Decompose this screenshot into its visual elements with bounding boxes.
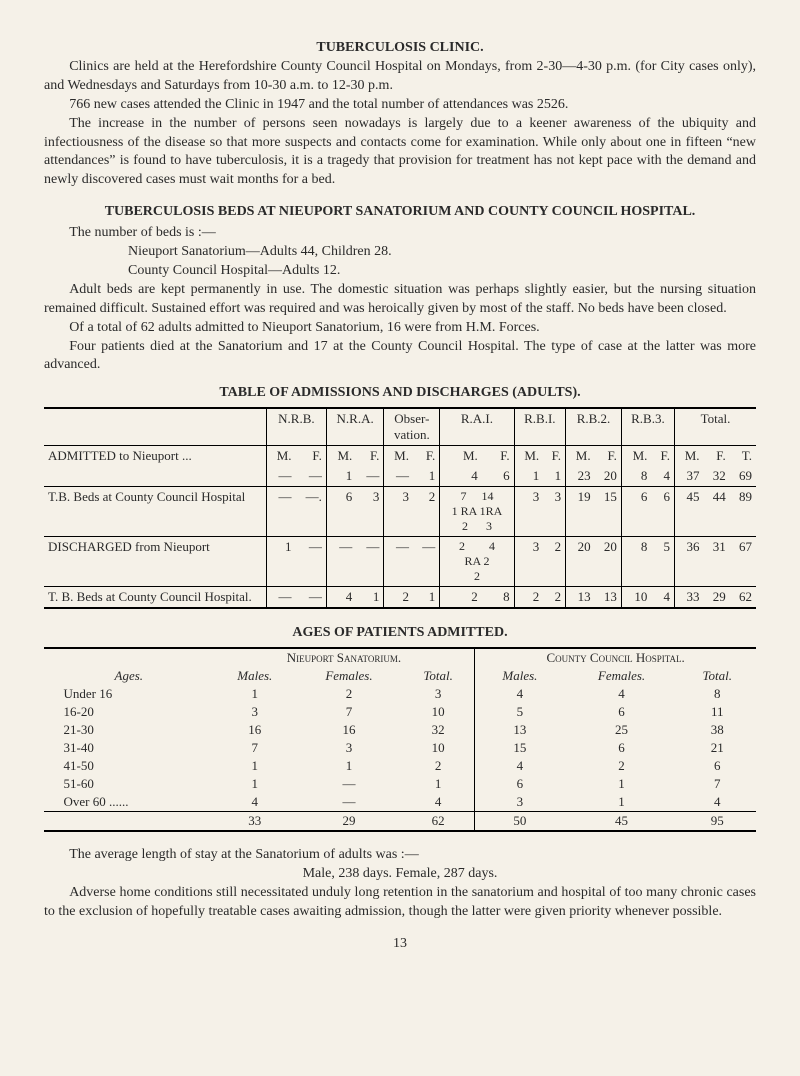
section-title-beds: TUBERCULOSIS BEDS AT NIEUPORT SANATORIUM…	[44, 204, 756, 220]
section-title-clinic: TUBERCULOSIS CLINIC.	[44, 40, 756, 56]
bed-line-2: County Council Hospital—Adults 12.	[128, 262, 756, 281]
col-nra: N.R.A.	[326, 408, 384, 446]
ages-row: 16-20 3 7 10 5 6 11	[44, 703, 756, 721]
col-rbi: R.B.I.	[514, 408, 565, 446]
col-rb3: R.B.3.	[621, 408, 674, 446]
para-beds-3: Of a total of 62 adults admitted to Nieu…	[44, 319, 756, 338]
page-number: 13	[44, 936, 756, 952]
footer-p3: Adverse home conditions still necessitat…	[44, 884, 756, 922]
para-clinic-3: The increase in the number of persons se…	[44, 115, 756, 191]
col-obs: Obser-vation.	[384, 408, 440, 446]
ages-row: 21-30 16 16 32 13 25 38	[44, 721, 756, 739]
col-rb2: R.B.2.	[566, 408, 622, 446]
para-clinic-1: Clinics are held at the Herefordshire Co…	[44, 58, 756, 96]
ages-totals: 33 29 62 50 45 95	[44, 812, 756, 832]
col-rai: R.A.I.	[440, 408, 514, 446]
ages-table: Nieuport Sanatorium. County Council Hosp…	[44, 647, 756, 832]
para-beds-4: Four patients died at the Sanatorium and…	[44, 338, 756, 376]
table1-title: TABLE OF ADMISSIONS AND DISCHARGES (ADUL…	[44, 385, 756, 401]
group-nieuport: Nieuport Sanatorium.	[214, 648, 475, 667]
para-clinic-2: 766 new cases attended the Clinic in 194…	[44, 96, 756, 115]
para-beds-intro: The number of beds is :—	[44, 224, 756, 243]
sub-ages: Ages.	[44, 667, 214, 685]
ages-row: Under 16 1 2 3 4 4 8	[44, 685, 756, 703]
col-nrb: N.R.B.	[266, 408, 326, 446]
admissions-table: N.R.B. N.R.A. Obser-vation. R.A.I. R.B.I…	[44, 407, 756, 609]
document-page: TUBERCULOSIS CLINIC. Clinics are held at…	[0, 0, 800, 982]
group-county: County Council Hospital.	[475, 648, 756, 667]
row-tb-beds-hospital: T. B. Beds at County Council Hospital. —…	[44, 587, 756, 609]
table2-title: AGES OF PATIENTS ADMITTED.	[44, 625, 756, 641]
bed-line-1: Nieuport Sanatorium—Adults 44, Children …	[128, 243, 756, 262]
row-tb-beds: T.B. Beds at County Council Hospital — —…	[44, 487, 756, 537]
table1-subheader: ADMITTED to Nieuport ... M. F. M. F. M. …	[44, 446, 756, 467]
col-total: Total.	[674, 408, 756, 446]
ages-row: Over 60 ...... 4 — 4 3 1 4	[44, 793, 756, 812]
row-discharged: DISCHARGED from Nieuport 1 — — — — — 2 4…	[44, 537, 756, 587]
footer-p2: Male, 238 days. Female, 287 days.	[44, 865, 756, 884]
footer-p1: The average length of stay at the Sanato…	[44, 846, 756, 865]
row-admitted-label: ADMITTED to Nieuport ...	[44, 446, 266, 487]
ages-row: 31-40 7 3 10 15 6 21	[44, 739, 756, 757]
para-beds-2: Adult beds are kept permanently in use. …	[44, 281, 756, 319]
ages-row: 41-50 1 1 2 4 2 6	[44, 757, 756, 775]
ages-row: 51-60 1 — 1 6 1 7	[44, 775, 756, 793]
